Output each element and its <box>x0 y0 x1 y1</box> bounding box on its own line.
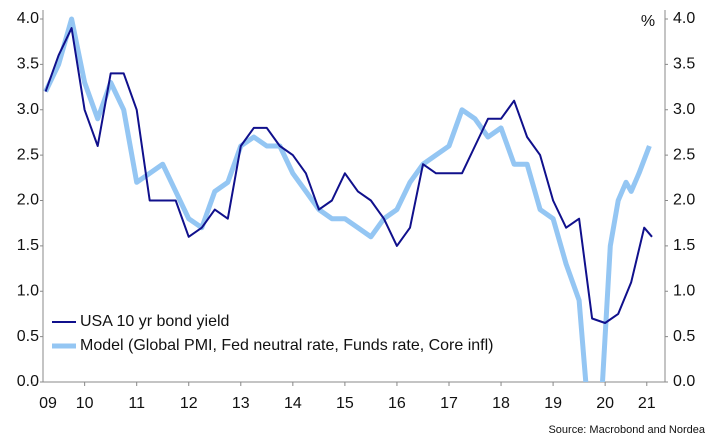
legend-label: Model (Global PMI, Fed neutral rate, Fun… <box>80 337 494 354</box>
x-tick-label: 10 <box>76 395 94 412</box>
plot-area <box>43 16 653 382</box>
x-tick-label: 12 <box>180 395 198 412</box>
y2-tick-label: 3.0 <box>673 101 695 118</box>
x-tick-label: 09 <box>39 395 57 412</box>
y2-tick-label: 0.5 <box>673 328 695 345</box>
y2-tick-label: 2.0 <box>673 192 695 209</box>
series-line <box>44 27 653 324</box>
y2-tick-label: 1.5 <box>673 237 695 254</box>
y-tick-label: 2.0 <box>17 192 39 209</box>
y-tick-label: 0.5 <box>17 328 39 345</box>
source: Source: Macrobond and Nordea <box>548 424 705 436</box>
y2-tick-label: 3.5 <box>673 56 695 73</box>
x-tick-label: 11 <box>128 395 145 412</box>
y2-tick-label: 2.5 <box>673 146 695 163</box>
y-tick-label: 2.5 <box>17 146 39 163</box>
y2-tick-label: 4.0 <box>673 10 695 27</box>
x-tick-label: 14 <box>284 395 302 412</box>
x-tick-label: 19 <box>544 395 562 412</box>
x-tick-label: 21 <box>638 395 656 412</box>
y2-tick-label: 1.0 <box>673 282 695 299</box>
y-tick-label: 0.0 <box>17 373 39 390</box>
x-tick-label: 20 <box>596 395 614 412</box>
y-tick-label: 4.0 <box>17 10 39 27</box>
y-tick-label: 1.0 <box>17 282 39 299</box>
y2-tick-label: 0.0 <box>673 373 695 390</box>
x-tick-label: 17 <box>440 395 458 412</box>
x-tick-label: 13 <box>232 395 250 412</box>
y-tick-label: 1.5 <box>17 237 39 254</box>
x-tick-label: 16 <box>388 395 406 412</box>
unit-label: % <box>641 13 655 30</box>
y-tick-label: 3.0 <box>17 101 39 118</box>
x-tick-label: 15 <box>336 395 354 412</box>
series-line <box>43 16 652 382</box>
legend-label: USA 10 yr bond yield <box>80 313 229 330</box>
y-tick-label: 3.5 <box>17 56 39 73</box>
x-tick-label: 18 <box>492 395 510 412</box>
